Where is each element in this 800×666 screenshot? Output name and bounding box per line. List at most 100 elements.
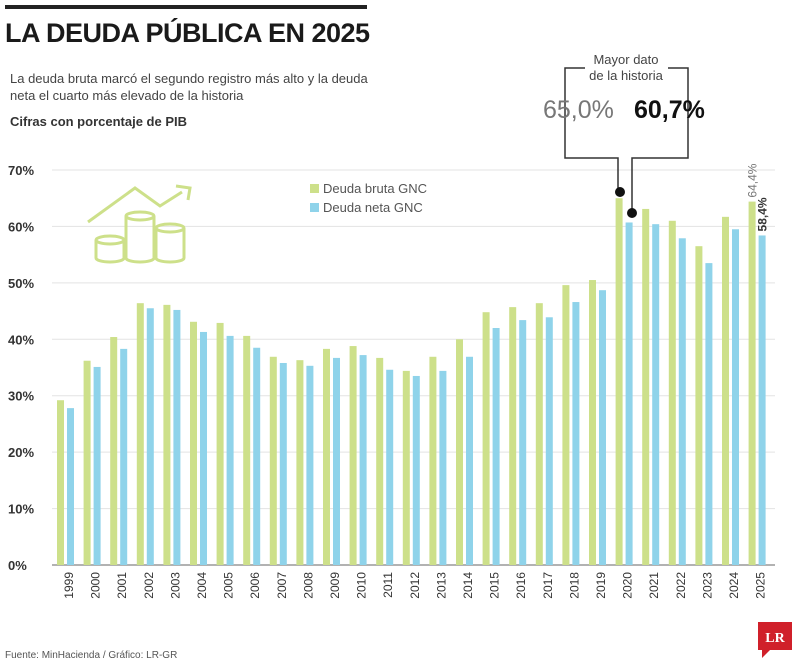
bar-bruta-2010 [349,346,357,565]
bar-bruta-2019 [589,280,596,565]
y-tick-label: 40% [8,332,34,347]
bar-neta-2003 [173,309,181,565]
y-tick-label: 10% [8,502,34,517]
x-tick-label: 2010 [355,572,369,599]
bar-bruta-2023 [695,246,703,565]
bar-bruta-1999 [57,400,64,565]
x-tick-label: 2008 [301,572,315,599]
bar-bruta-2016 [509,307,517,565]
bar-neta-2008 [306,365,314,565]
bar-neta-2024 [732,229,739,565]
bar-bruta-2000 [83,360,91,565]
data-label-neta-2025: 58,4% [756,197,770,231]
bar-bruta-2003 [163,304,171,565]
x-tick-label: 2024 [727,572,741,599]
bar-neta-2007 [279,362,287,565]
bar-neta-2005 [226,335,234,565]
page-title: LA DEUDA PÚBLICA EN 2025 [5,18,370,48]
annotation-neta-value: 60,7% [634,96,705,124]
x-tick-label: 2021 [647,572,661,599]
bar-bruta-2001 [110,337,118,565]
bar-neta-2013 [439,370,447,565]
bar-bruta-2022 [668,220,676,566]
x-tick-label: 2002 [142,572,156,599]
x-tick-label: 2022 [674,572,688,599]
y-tick-label: 60% [8,219,34,234]
bar-bruta-2024 [722,216,729,566]
bar-neta-2010 [359,355,367,565]
bar-bruta-2012 [402,370,410,565]
bar-neta-2001 [120,348,128,565]
x-tick-label: 2004 [195,572,209,599]
bar-neta-2019 [599,290,606,565]
x-tick-label: 2014 [461,572,475,599]
x-tick-label: 2003 [168,572,182,599]
bar-neta-2011 [386,369,394,565]
bar-neta-2020 [625,222,633,565]
bar-bruta-2007 [269,356,277,565]
bar-neta-1999 [67,408,74,565]
bar-bruta-2021 [642,208,650,565]
bar-bruta-2018 [562,285,570,565]
bar-bruta-2005 [216,322,224,565]
coins-growth-icon [87,184,192,264]
x-tick-label: 2019 [594,572,608,599]
bar-bruta-2009 [323,348,330,565]
source-credit: Fuente: MinHacienda / Gráfico: LR-GR [5,650,178,661]
bar-bruta-2017 [535,303,543,565]
bar-neta-2025 [758,235,766,565]
y-tick-label: 30% [8,389,34,404]
bar-neta-2014 [466,356,473,565]
bar-neta-2021 [652,224,660,565]
data-label-bruta-2025: 64,4% [746,163,760,197]
bar-neta-2002 [146,308,154,565]
record-dot-bruta [615,187,625,197]
bar-neta-2022 [678,238,686,565]
x-tick-label: 2023 [700,572,714,599]
bar-neta-2016 [519,320,527,565]
x-tick-label: 2018 [567,572,581,599]
bar-bruta-2008 [296,360,304,565]
record-annotation: Mayor dato de la historia 65,0% 60,7% [543,52,705,218]
bar-bruta-2013 [429,356,437,565]
legend-swatch-bruta [310,184,319,193]
bar-bruta-2011 [376,357,384,565]
bar-neta-2023 [705,263,713,565]
legend-label-neta: Deuda neta GNC [323,200,423,215]
x-tick-label: 2006 [248,572,262,599]
y-tick-label: 0% [8,558,27,573]
legend-swatch-neta [310,203,319,212]
bar-bruta-2020 [615,198,623,565]
x-tick-label: 1999 [62,572,76,599]
record-dot-neta [627,208,637,218]
x-tick-label: 2007 [275,572,289,599]
x-tick-label: 2012 [408,572,422,599]
annotation-bruta-value: 65,0% [543,96,614,124]
bar-neta-2000 [93,366,101,565]
bar-neta-2012 [412,375,420,565]
x-tick-label: 2001 [115,572,129,599]
bar-neta-2006 [253,347,261,565]
bar-bruta-2025 [748,201,756,565]
bar-neta-2018 [572,302,580,565]
x-tick-label: 2025 [754,572,768,599]
lr-logo: LR [758,622,792,658]
x-tick-label: 2005 [222,572,236,599]
bar-bruta-2004 [190,321,197,565]
y-tick-label: 70% [8,163,34,178]
y-tick-label: 20% [8,445,34,460]
x-tick-label: 2013 [434,572,448,599]
legend-label-bruta: Deuda bruta GNC [323,181,427,196]
bar-bruta-2015 [482,312,490,565]
annotation-line1: Mayor dato [593,52,658,67]
logo-text: LR [765,631,785,646]
bar-neta-2009 [333,357,340,565]
bar-neta-2004 [200,331,207,565]
bar-bruta-2014 [456,339,463,565]
x-tick-label: 2009 [328,572,342,599]
x-tick-label: 2020 [621,572,635,599]
subtitle: La deuda bruta marcó el segundo registro… [10,71,368,103]
top-rule [5,5,367,9]
x-tick-label: 2015 [488,572,502,599]
